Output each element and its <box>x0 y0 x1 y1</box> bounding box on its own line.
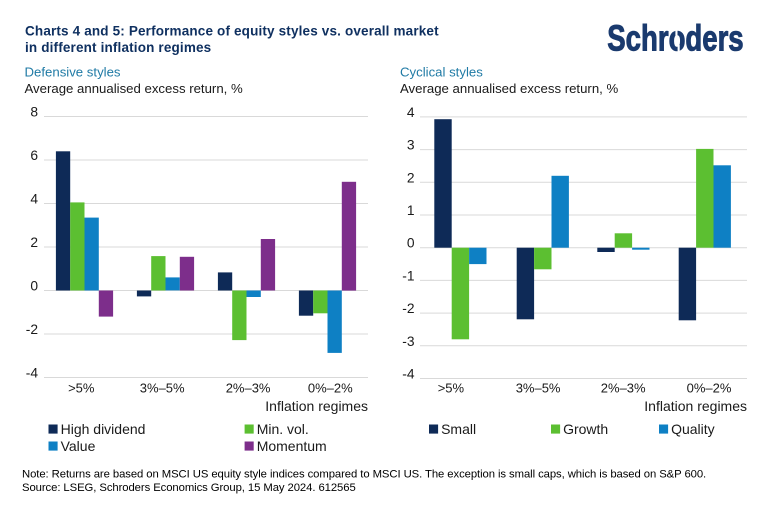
svg-text:Quality: Quality <box>671 421 715 437</box>
svg-text:Min. vol.: Min. vol. <box>257 421 309 437</box>
svg-text:Average annualised excess retu: Average annualised excess return, % <box>25 81 243 96</box>
svg-text:in different inflation regimes: in different inflation regimes <box>25 40 211 55</box>
svg-text:Note: Returns are based on MSC: Note: Returns are based on MSCI US equit… <box>22 468 706 480</box>
svg-text:2%–3%: 2%–3% <box>226 381 271 396</box>
svg-text:Charts 4 and 5: Performance of: Charts 4 and 5: Performance of equity st… <box>25 24 439 39</box>
svg-text:0%–2%: 0%–2% <box>308 381 353 396</box>
svg-text:3: 3 <box>407 138 415 153</box>
svg-text:Inflation regimes: Inflation regimes <box>265 398 368 414</box>
svg-text:2: 2 <box>407 170 415 185</box>
svg-text:-2: -2 <box>402 301 414 316</box>
svg-text:Value: Value <box>61 438 96 454</box>
svg-text:-3: -3 <box>402 334 415 349</box>
svg-text:0: 0 <box>30 279 38 294</box>
svg-text:4: 4 <box>407 105 415 120</box>
svg-text:Small: Small <box>441 421 476 437</box>
svg-text:0: 0 <box>407 236 415 251</box>
svg-text:Inflation regimes: Inflation regimes <box>644 398 747 414</box>
svg-text:Defensive styles: Defensive styles <box>25 64 121 79</box>
svg-text:>5%: >5% <box>438 381 465 396</box>
svg-text:2%–3%: 2%–3% <box>601 381 646 396</box>
svg-text:3%–5%: 3%–5% <box>140 381 185 396</box>
svg-text:Momentum: Momentum <box>257 438 327 454</box>
svg-text:-2: -2 <box>26 322 38 337</box>
svg-text:Source: LSEG, Schroders Econom: Source: LSEG, Schroders Economics Group,… <box>22 482 356 494</box>
svg-text:-1: -1 <box>402 268 414 283</box>
svg-text:6: 6 <box>30 148 38 163</box>
svg-text:2: 2 <box>30 235 38 250</box>
svg-text:3%–5%: 3%–5% <box>516 381 561 396</box>
svg-text:0%–2%: 0%–2% <box>687 381 732 396</box>
svg-text:-4: -4 <box>402 367 415 382</box>
svg-text:Schroders: Schroders <box>607 18 743 58</box>
svg-text:1: 1 <box>407 203 415 218</box>
svg-text:-4: -4 <box>26 366 39 381</box>
svg-text:8: 8 <box>30 105 38 120</box>
svg-text:4: 4 <box>30 192 38 207</box>
svg-text:>5%: >5% <box>68 381 95 396</box>
svg-text:Average annualised excess retu: Average annualised excess return, % <box>400 81 618 96</box>
svg-text:Cyclical styles: Cyclical styles <box>400 64 483 79</box>
svg-text:Growth: Growth <box>563 421 608 437</box>
svg-text:High dividend: High dividend <box>61 421 146 437</box>
